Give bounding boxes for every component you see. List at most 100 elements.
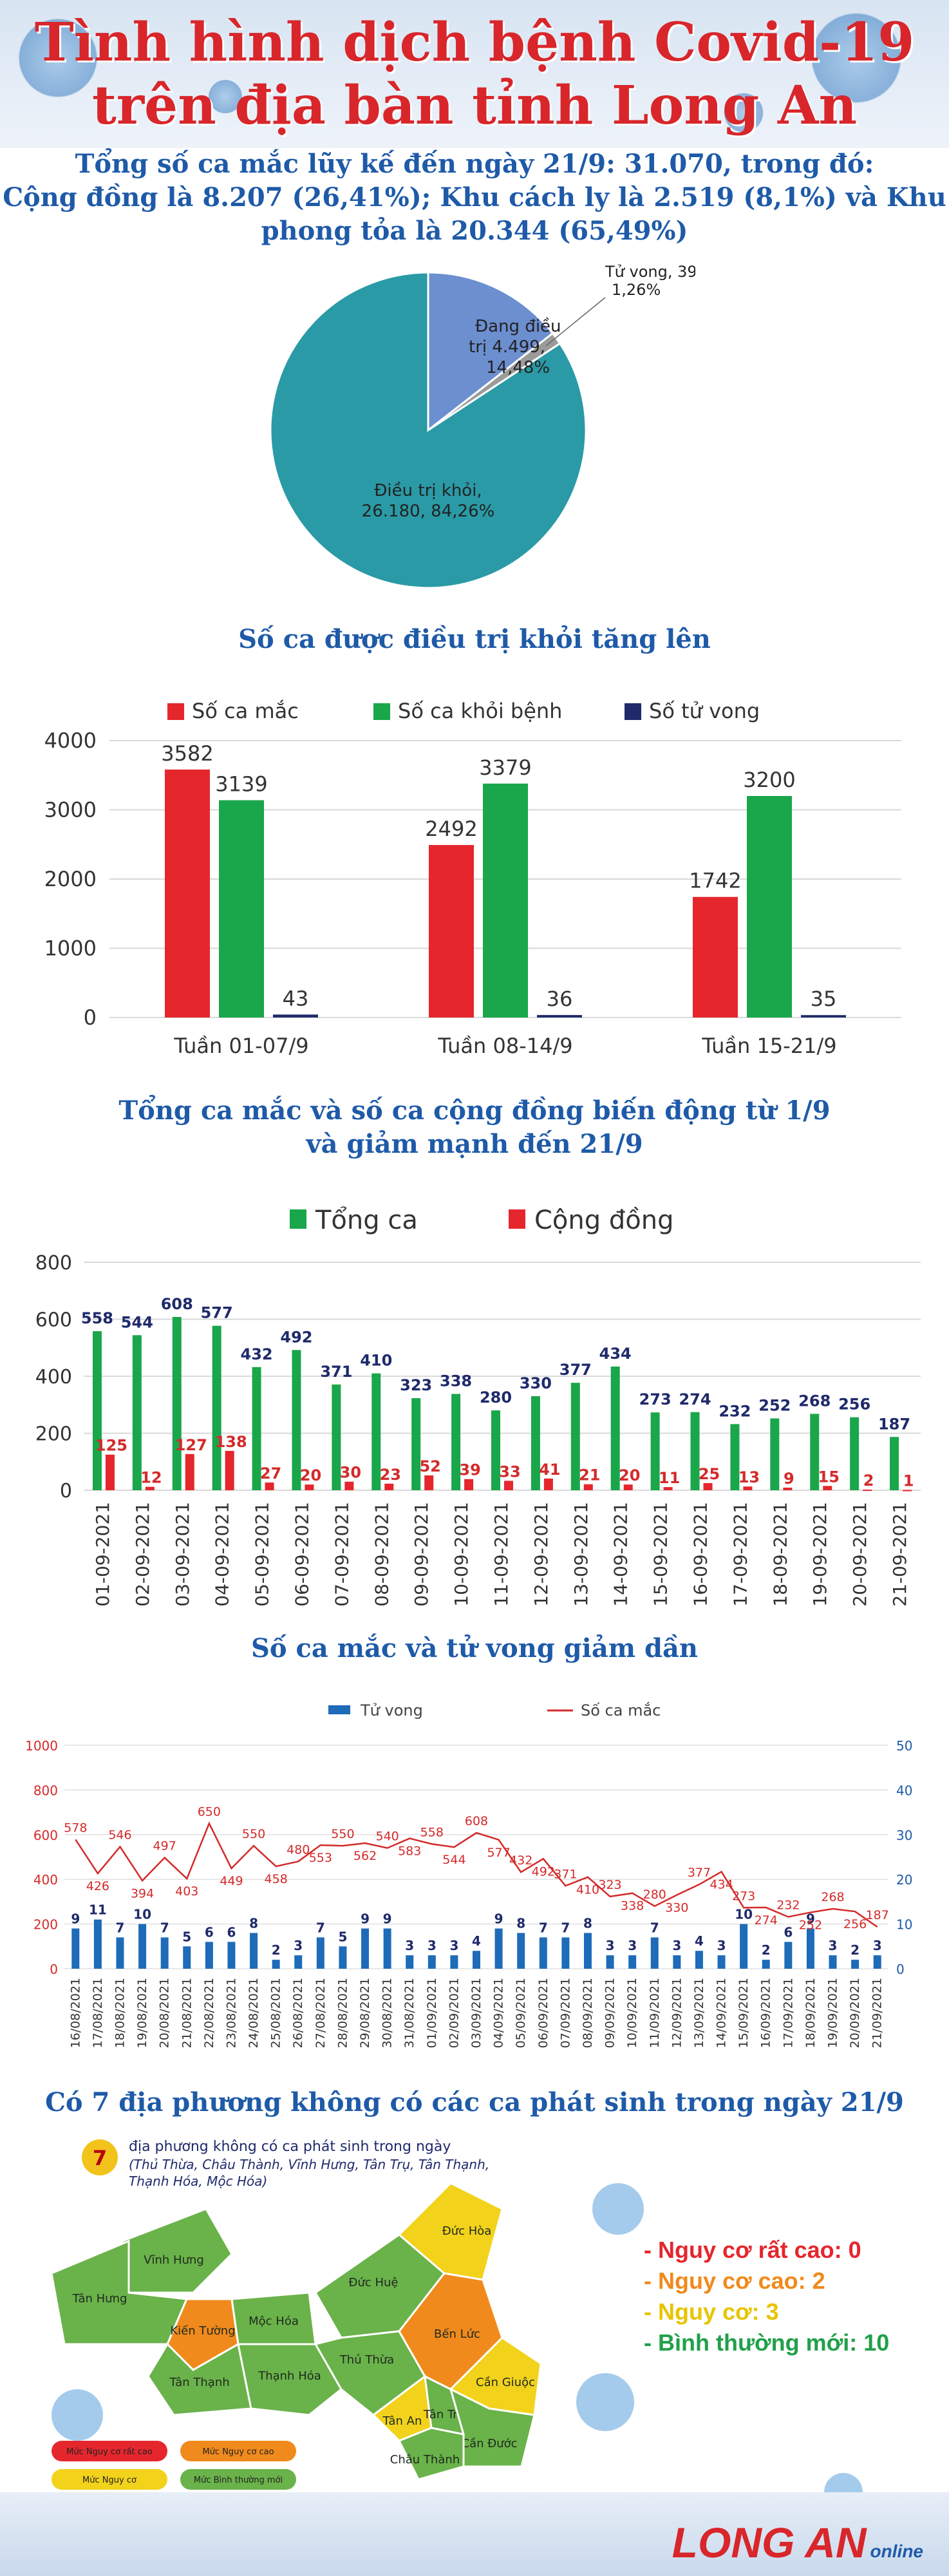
x-tick-label: Tuần 08-14/9: [437, 1034, 572, 1058]
data-label: 268: [798, 1392, 831, 1410]
bar: [747, 796, 792, 1018]
virus-icon: [52, 2389, 103, 2441]
data-label: 371: [320, 1363, 352, 1381]
x-tick-label: 04-09-2021: [212, 1502, 233, 1607]
y-tick-label-right: 40: [896, 1783, 912, 1798]
risk-item-normal: - Bình thường mới: 10: [644, 2329, 890, 2356]
pie-chart: Tử vong, 391, 1,26% Đang điều trị 4.499,…: [270, 263, 695, 589]
summary-line1: Tổng số ca mắc lũy kế đến ngày 21/9: 31.…: [75, 149, 874, 179]
y-tick-label: 600: [35, 1309, 72, 1332]
x-tick-label: 21/09/2021: [870, 1978, 885, 2049]
data-label: 3: [428, 1938, 437, 1953]
map-legend-title: địa phương không có ca phát sinh trong n…: [129, 2139, 451, 2155]
bar: [673, 1955, 681, 1969]
y-tick-label: 1000: [44, 936, 97, 961]
data-label: 3582: [161, 741, 213, 766]
data-label: 338: [440, 1372, 472, 1390]
chart-daily-community: Tổng ca Cộng đồng020040060080055812501-09…: [35, 1206, 921, 1607]
map-key-label: Mức Bình thường mới: [194, 2476, 283, 2485]
line-series: [75, 1821, 878, 1928]
data-label: 3: [829, 1938, 838, 1953]
x-tick-label: 15/09/2021: [737, 1978, 751, 2049]
data-label: 10: [133, 1907, 151, 1922]
bar: [717, 1955, 726, 1969]
map-key: Mức Nguy cơ rất cao Mức Nguy cơ cao Mức Ng…: [52, 2441, 296, 2490]
bar: [116, 1937, 124, 1969]
x-tick-label: 02/09/2021: [447, 1978, 461, 2049]
pie-slices: [270, 271, 606, 589]
district-shape: [237, 2343, 343, 2416]
data-label: 7: [650, 1920, 659, 1935]
bar: [690, 1412, 700, 1490]
data-label: 434: [599, 1345, 632, 1363]
x-tick-label: 23/08/2021: [224, 1978, 238, 2049]
bar: [730, 1424, 740, 1490]
data-label: 449: [220, 1874, 243, 1888]
y-tick-label-right: 10: [896, 1917, 912, 1933]
bar: [473, 1951, 480, 1969]
summary-line2: Cộng đồng là 8.207 (26,41%); Khu cách ly…: [3, 182, 946, 213]
data-label: 3: [606, 1938, 615, 1953]
legend-swatch: [290, 1209, 306, 1229]
data-label: 138: [215, 1433, 247, 1451]
data-label: 20: [619, 1466, 640, 1484]
district-label: Thạnh Hóa: [258, 2369, 321, 2383]
data-label: 540: [375, 1830, 399, 1844]
data-label: 330: [520, 1374, 552, 1392]
y-tick-label: 400: [35, 1366, 72, 1388]
x-tick-label: 30/08/2021: [381, 1978, 395, 2049]
x-tick-label: 17-09-2021: [729, 1502, 751, 1607]
pie-label-treating-pct: 14,48%: [486, 358, 550, 377]
bar: [539, 1937, 547, 1969]
bar: [411, 1398, 421, 1490]
bar: [537, 1015, 582, 1018]
bar: [160, 1937, 169, 1969]
y-tick-label: 3000: [44, 798, 97, 822]
bar: [494, 1928, 503, 1969]
legend-label: Số ca khỏi bệnh: [398, 699, 562, 723]
pie-label-treating: Đang điều: [475, 317, 561, 336]
x-tick-label: 09/09/2021: [603, 1978, 617, 2049]
bar: [783, 1488, 793, 1490]
bar: [693, 896, 738, 1018]
bar: [695, 1951, 703, 1969]
chart-weekly-cases: Số ca mắc Số ca khỏi bệnh Số tử vong 0 1000 2…: [44, 699, 901, 1058]
data-label: 426: [86, 1879, 109, 1893]
data-label: 546: [108, 1828, 131, 1842]
legend-swatch: [167, 703, 184, 720]
bar: [504, 1481, 513, 1490]
district-label: Tân Hưng: [72, 2292, 127, 2306]
data-label: 608: [465, 1814, 488, 1828]
data-label: 330: [665, 1900, 688, 1915]
bar: [294, 1955, 303, 1969]
bar: [424, 1475, 434, 1490]
x-tick-label: 06/09/2021: [536, 1978, 550, 2049]
data-label: 274: [755, 1913, 778, 1927]
x-tick-label: 03-09-2021: [172, 1502, 193, 1607]
bar: [890, 1437, 899, 1490]
legend-swatch: [625, 703, 641, 720]
chart-cases-deaths: Tử vong Số ca mắc020040060080010000102030…: [25, 1701, 912, 2049]
x-tick-label: 16/08/2021: [68, 1978, 82, 2049]
data-label: 9: [361, 1911, 370, 1927]
bar: [770, 1418, 780, 1490]
bar: [227, 1942, 236, 1969]
data-label: 39: [459, 1461, 480, 1479]
bar: [185, 1454, 194, 1490]
bar: [873, 1955, 881, 1969]
data-label: 6: [205, 1924, 214, 1940]
bar: [583, 1484, 593, 1490]
x-tick-label: 10/09/2021: [625, 1978, 639, 2049]
data-label: 25: [699, 1465, 720, 1483]
count-badge: [82, 2139, 118, 2175]
bar: [650, 1412, 660, 1490]
x-tick-label: 19-09-2021: [809, 1502, 831, 1607]
bar: [316, 1937, 324, 1969]
bar: [450, 1955, 458, 1969]
page-title-line2: trên địa bàn tỉnh Long An: [91, 75, 858, 137]
data-label: 1742: [689, 869, 741, 893]
pie-slice: [270, 271, 587, 589]
x-tick-label: 07/09/2021: [558, 1978, 572, 2049]
data-label: 2: [762, 1942, 771, 1958]
data-label: 558: [420, 1825, 444, 1839]
